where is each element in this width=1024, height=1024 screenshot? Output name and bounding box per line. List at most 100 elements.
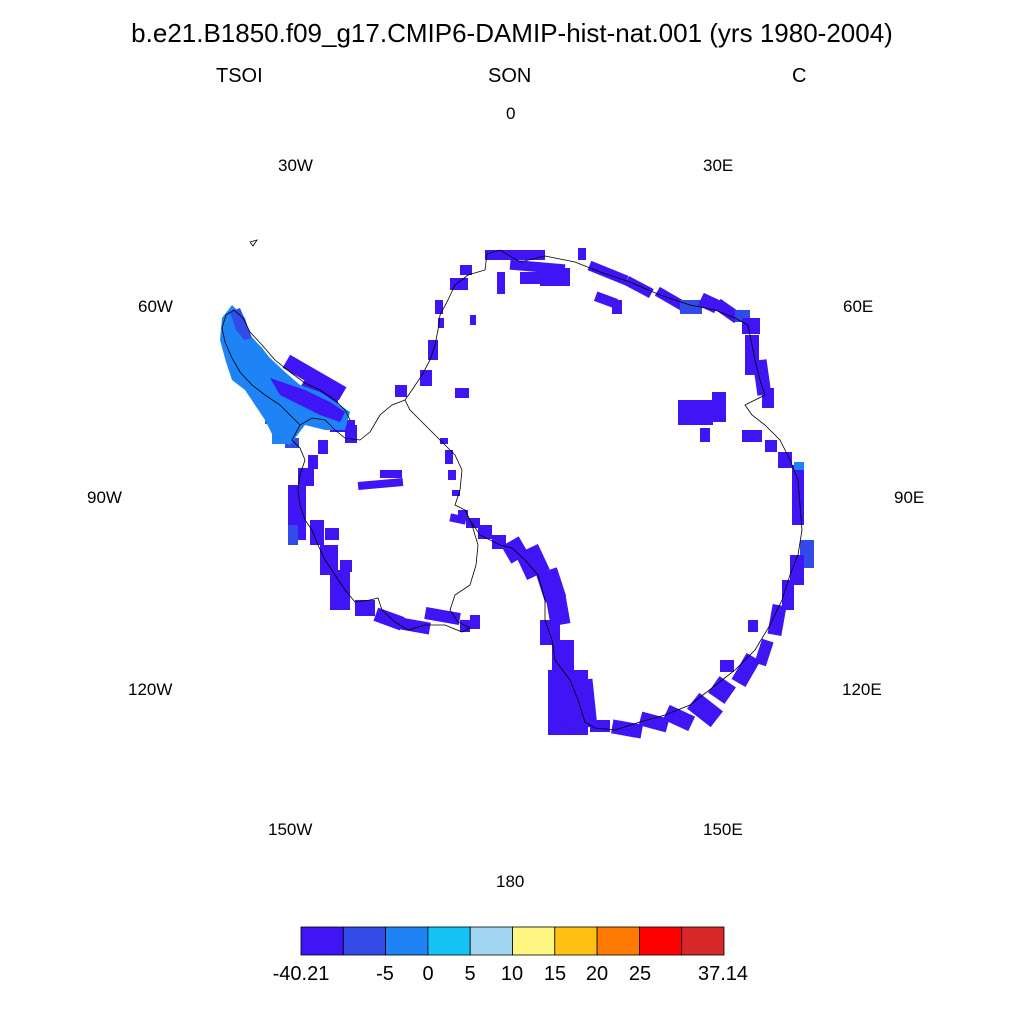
grid-cell: [562, 678, 598, 730]
map-title: b.e21.B1850.f09_g17.CMIP6-DAMIP-hist-nat…: [131, 18, 893, 48]
grid-cell: [288, 525, 298, 545]
grid-cell: [767, 604, 787, 636]
grid-cell: [485, 250, 545, 260]
shaded-grid-cells: [220, 248, 814, 739]
colorbar-label-minus5: -5: [376, 963, 394, 985]
colorbar-label-5: 5: [464, 963, 476, 985]
colorbar-label-25: 25: [628, 963, 652, 985]
grid-cell: [298, 468, 314, 486]
grid-cell: [754, 638, 774, 667]
peninsula-coast: [221, 309, 351, 426]
grid-cell: [638, 711, 670, 733]
grid-cell: [424, 607, 461, 625]
grid-cell: [742, 318, 760, 334]
grid-cell: [399, 617, 431, 635]
colorbar-box-2: [385, 926, 429, 956]
grid-cell: [765, 440, 777, 452]
grid-cell: [310, 520, 324, 545]
grid-cell: [285, 438, 299, 448]
grid-cell: [713, 298, 742, 324]
colorbar-box-7: [596, 926, 640, 956]
colorbar-box-6: [554, 926, 598, 956]
grid-cell: [712, 392, 726, 422]
ross-sea-coast: [291, 399, 479, 633]
grid-cell: [792, 465, 804, 525]
lon-label-90w: 90W: [87, 488, 122, 507]
grid-cell: [395, 385, 407, 397]
grid-cell: [357, 478, 404, 490]
lon-label-60e: 60E: [843, 297, 874, 316]
grid-cell: [308, 455, 318, 469]
grid-cell: [611, 719, 643, 739]
grid-cell: [552, 640, 574, 675]
coastline: [221, 239, 803, 731]
grid-cell: [540, 620, 560, 645]
grid-cell: [440, 438, 448, 444]
colorbar-box-9: [681, 926, 725, 956]
grid-cell: [438, 318, 444, 328]
grid-cell: [520, 272, 565, 284]
grid-cell: [435, 300, 443, 314]
grid-cell: [742, 430, 762, 442]
grid-cell: [458, 510, 468, 518]
grid-cell: [455, 388, 469, 398]
lon-label-90e: 90E: [894, 488, 925, 507]
grid-cell: [708, 676, 736, 704]
colorbar-label-max: 37.14: [697, 963, 749, 985]
grid-cell: [778, 452, 792, 468]
grid-cell: [373, 607, 405, 631]
peninsula-base-cells: [270, 378, 345, 422]
grid-cell: [687, 692, 723, 728]
island-outline: [249, 239, 258, 247]
grid-cell: [497, 272, 505, 294]
colorbar-boxes: [300, 926, 725, 956]
lon-label-180: 180: [496, 872, 525, 891]
grid-cell: [466, 518, 480, 528]
grid-cell: [720, 660, 734, 672]
lon-label-60w: 60W: [138, 297, 173, 316]
variable-label: TSOI: [216, 65, 263, 87]
lon-label-120e: 120E: [842, 680, 882, 699]
lon-label-150w: 150W: [268, 820, 313, 839]
lon-label-30e: 30E: [703, 156, 734, 175]
grid-cell: [624, 276, 654, 298]
grid-cell: [545, 593, 571, 627]
grid-cell: [587, 260, 629, 286]
grid-cell: [662, 704, 696, 732]
grid-cell: [612, 300, 622, 314]
grid-cell: [340, 560, 352, 572]
units-label: C: [792, 65, 807, 87]
grid-cell: [355, 600, 375, 616]
grid-cell: [320, 545, 338, 575]
colorbar-box-3: [427, 926, 471, 956]
grid-cell: [578, 248, 586, 260]
grid-cell: [700, 428, 710, 442]
grid-cell: [380, 470, 402, 478]
grid-cell: [678, 400, 713, 425]
colorbar-box-5: [512, 926, 556, 956]
grid-cell: [748, 620, 758, 632]
grid-cell: [282, 354, 347, 401]
grid-cell: [445, 450, 453, 464]
grid-cell: [782, 580, 794, 610]
grid-cell: [448, 470, 456, 480]
grid-cell: [452, 490, 460, 496]
lon-label-150e: 150E: [703, 820, 743, 839]
antarctica-coastline: [404, 249, 803, 731]
colorbar-label-10: 10: [500, 963, 524, 985]
grid-cell: [330, 570, 350, 610]
peninsula-tip-cells: [230, 308, 252, 340]
grid-cell: [420, 370, 432, 386]
colorbar-box-4: [469, 926, 513, 956]
grid-cell: [470, 315, 476, 325]
grid-cell: [790, 555, 804, 585]
grid-cell: [731, 653, 761, 687]
grid-cell: [318, 440, 328, 454]
grid-cell: [762, 388, 774, 408]
grid-cell: [794, 462, 804, 470]
lon-label-120w: 120W: [128, 680, 173, 699]
lon-label-30w: 30W: [278, 156, 313, 175]
colorbar-box-1: [342, 926, 386, 956]
colorbar-label-15: 15: [543, 963, 567, 985]
